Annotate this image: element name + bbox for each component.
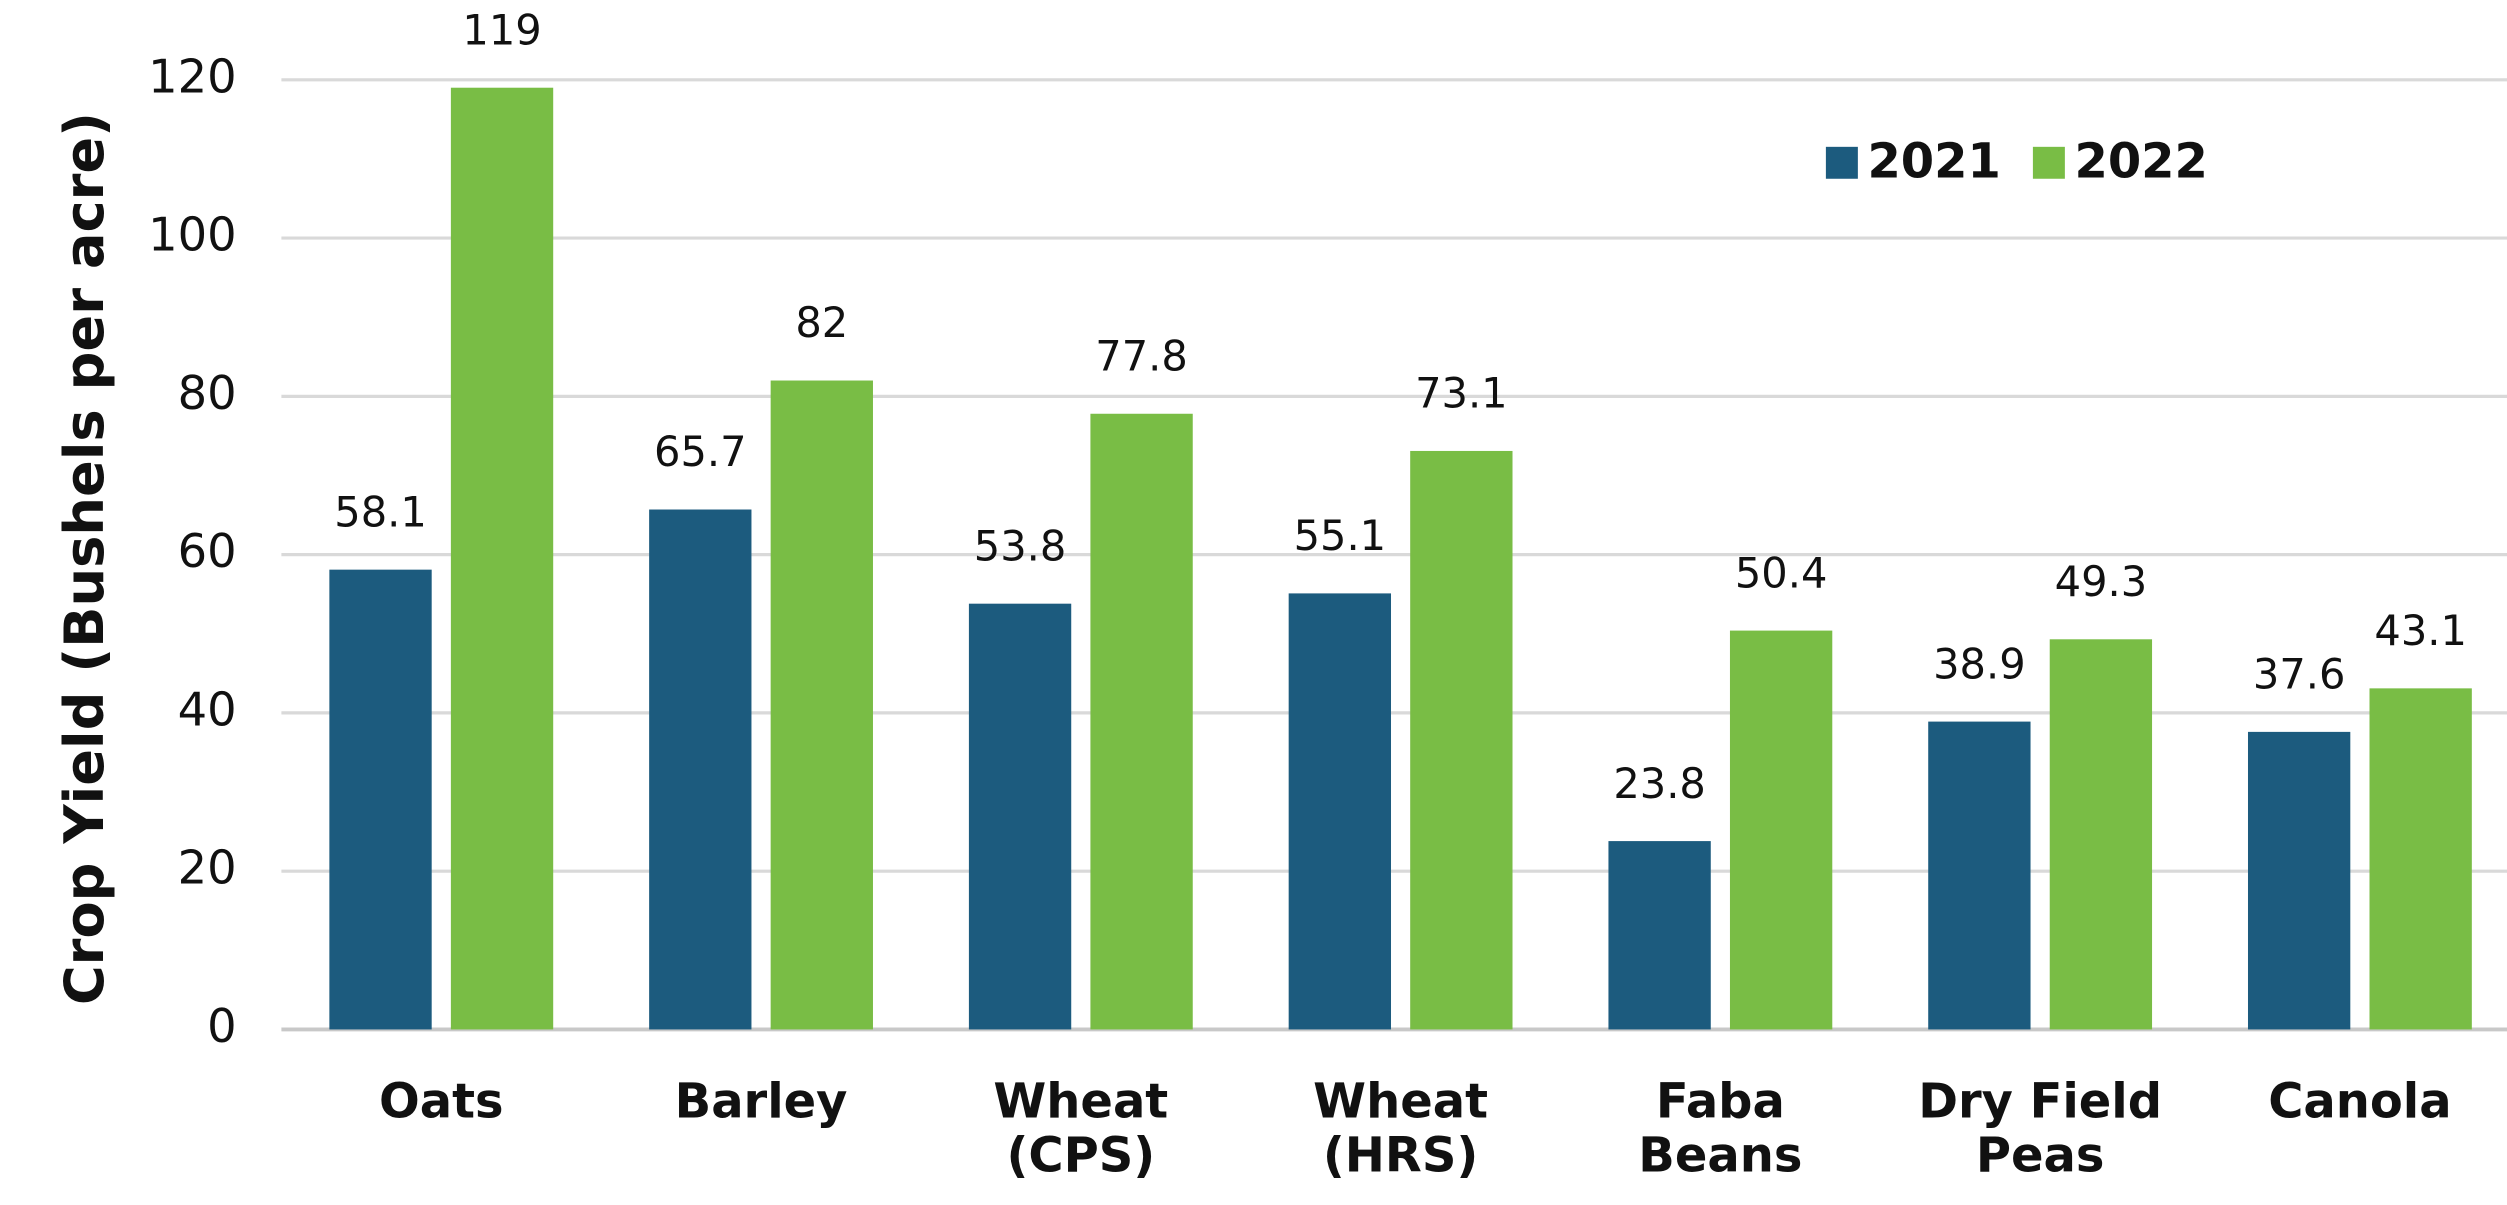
- y-tick-label: 120: [148, 49, 236, 103]
- bar: [649, 509, 752, 1030]
- legend-label: 2021: [1867, 134, 2000, 189]
- bar: [1090, 413, 1193, 1030]
- value-label: 53.8: [974, 521, 1067, 570]
- value-label: 37.6: [2253, 650, 2346, 699]
- y-tick-label: 0: [207, 999, 236, 1053]
- bar: [2369, 688, 2472, 1030]
- value-label: 73.1: [1415, 369, 1508, 418]
- x-tick-label: Wheat (CPS): [993, 1074, 1168, 1183]
- bar: [1729, 630, 1833, 1030]
- value-label: 50.4: [1735, 548, 1828, 597]
- bar: [2049, 639, 2153, 1030]
- value-label: 58.1: [334, 487, 427, 536]
- x-tick-label: Wheat (HRS): [1313, 1074, 1488, 1183]
- bar: [1928, 721, 2031, 1030]
- bar: [968, 603, 1072, 1030]
- y-tick-label: 60: [178, 524, 237, 578]
- y-tick-label: 20: [178, 841, 237, 895]
- y-axis-title: Crop Yield (Bushels per acre): [53, 112, 116, 1005]
- value-label: 38.9: [1933, 639, 2026, 688]
- value-label: 65.7: [654, 427, 747, 476]
- bar: [450, 87, 554, 1030]
- legend-swatch: [1825, 146, 1858, 179]
- bar: [1410, 450, 1513, 1030]
- y-tick-label: 40: [178, 682, 237, 736]
- y-tick-label: 80: [178, 366, 237, 420]
- value-label: 43.1: [2374, 606, 2467, 655]
- legend-label: 2022: [2074, 134, 2207, 189]
- x-tick-label: Barley: [675, 1074, 848, 1129]
- x-tick-label: Oats: [379, 1074, 504, 1129]
- value-label: 49.3: [2055, 557, 2148, 606]
- bar: [770, 380, 873, 1030]
- value-label: 119: [462, 5, 541, 54]
- bar: [1288, 593, 1392, 1030]
- bar: [1608, 841, 1711, 1030]
- value-label: 55.1: [1294, 511, 1387, 560]
- bar: [2247, 731, 2351, 1030]
- value-label: 82: [795, 298, 848, 347]
- bar: [329, 569, 432, 1030]
- value-label: 23.8: [1613, 759, 1706, 808]
- x-tick-label: Faba Beans: [1638, 1074, 1802, 1183]
- x-tick-label: Canola: [2268, 1074, 2451, 1129]
- x-tick-label: Dry Field Peas: [1918, 1074, 2162, 1183]
- y-tick-label: 100: [148, 208, 236, 262]
- legend-swatch: [2032, 146, 2065, 179]
- value-label: 77.8: [1095, 332, 1188, 381]
